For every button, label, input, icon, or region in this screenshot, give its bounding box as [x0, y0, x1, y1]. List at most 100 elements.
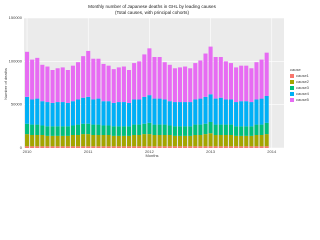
- bar-segment: [198, 60, 203, 99]
- bar-segment: [86, 50, 91, 97]
- bar-segment: [60, 67, 65, 103]
- bar-segment: [132, 124, 137, 135]
- bar-segment: [132, 99, 137, 125]
- bar-segment: [30, 135, 35, 147]
- bar-segment: [254, 99, 259, 125]
- legend-swatch: [290, 86, 294, 90]
- bar-segment: [65, 70, 70, 103]
- bar-segment: [40, 101, 45, 126]
- bar-segment: [127, 126, 132, 136]
- bar-segment: [55, 102, 60, 127]
- bar-segment: [75, 135, 81, 147]
- bar-segment: [259, 146, 264, 148]
- bar-segment: [127, 146, 132, 148]
- bar-segment: [96, 124, 101, 135]
- bar-segment: [259, 135, 264, 147]
- bar-segment: [147, 122, 152, 135]
- bar-segment: [172, 146, 177, 148]
- bar-segment: [183, 102, 188, 127]
- legend-swatch: [290, 74, 294, 78]
- bar-segment: [55, 146, 60, 148]
- bar-segment: [208, 146, 213, 148]
- bar-segment: [223, 146, 228, 148]
- bar-segment: [70, 65, 75, 102]
- bar-segment: [223, 61, 228, 100]
- bar-segment: [188, 102, 193, 127]
- bar-segment: [244, 135, 249, 147]
- bar-segment: [142, 96, 147, 124]
- bar-segment: [193, 135, 198, 147]
- bar-segment: [249, 126, 254, 136]
- bar-segment: [40, 135, 45, 147]
- legend-label: cause5: [296, 97, 310, 102]
- bar-segment: [162, 146, 167, 148]
- bar-segment: [213, 135, 218, 147]
- bar-segment: [208, 46, 213, 95]
- legend-swatch: [290, 92, 294, 96]
- bar-segment: [137, 135, 142, 147]
- bar-segment: [96, 98, 101, 125]
- bar-segment: [127, 70, 132, 103]
- bar-segment: [111, 102, 116, 127]
- x-tick-label: 2013: [206, 149, 216, 154]
- bar-segment: [264, 96, 269, 123]
- bar-segment: [55, 68, 60, 103]
- bar-segment: [172, 135, 177, 147]
- bar-segment: [142, 134, 147, 147]
- bar-segment: [177, 67, 183, 103]
- bar-segment: [96, 58, 101, 99]
- bar-segment: [86, 123, 91, 135]
- bar-segment: [91, 146, 96, 148]
- bar-segment: [65, 135, 70, 147]
- bar-segment: [65, 146, 70, 148]
- bar-segment: [30, 99, 35, 125]
- bar-segment: [60, 135, 65, 147]
- bar-segment: [239, 135, 244, 147]
- bar-segment: [234, 102, 239, 127]
- bar-segment: [228, 99, 233, 125]
- bar-segment: [70, 146, 75, 148]
- bar-segment: [55, 135, 60, 147]
- bar-segment: [30, 146, 35, 148]
- bar-segment: [183, 66, 188, 103]
- bar-segment: [40, 125, 45, 135]
- bar-segment: [223, 135, 228, 147]
- bar-segment: [259, 59, 264, 99]
- bar-segment: [228, 124, 233, 135]
- y-tick-label: 0: [20, 145, 23, 150]
- bar-segment: [91, 58, 96, 100]
- bar-segment: [81, 123, 86, 135]
- bar-segment: [239, 101, 244, 127]
- bar-segment: [234, 146, 239, 148]
- bar-segment: [213, 57, 218, 99]
- bar-segment: [75, 124, 81, 135]
- bar-segment: [218, 146, 223, 148]
- y-tick-label: 50000: [11, 102, 23, 107]
- bar-segment: [152, 98, 157, 125]
- bar-segment: [152, 146, 157, 148]
- bar-segment: [106, 65, 111, 102]
- bar-segment: [50, 70, 55, 103]
- bar-segment: [81, 56, 86, 98]
- bar-segment: [244, 126, 249, 136]
- y-tick-label: 100000: [9, 58, 23, 63]
- bar-segment: [35, 98, 40, 125]
- bar-segment: [75, 62, 81, 100]
- bar-segment: [249, 146, 254, 148]
- bar-segment: [234, 126, 239, 136]
- bar-segment: [228, 63, 233, 100]
- bar-segment: [244, 146, 249, 148]
- legend-label: cause2: [296, 79, 310, 84]
- bar-segment: [264, 146, 269, 148]
- bar-segment: [157, 57, 162, 99]
- bar-segment: [127, 102, 132, 127]
- bar-segment: [35, 57, 40, 99]
- bar-segment: [234, 135, 239, 147]
- bar-segment: [81, 97, 86, 124]
- bar-segment: [213, 124, 218, 135]
- bar-segment: [259, 98, 264, 125]
- bar-segment: [264, 134, 269, 147]
- bar-segment: [162, 135, 167, 147]
- bar-segment: [137, 61, 142, 100]
- x-tick-label: 2010: [23, 149, 33, 154]
